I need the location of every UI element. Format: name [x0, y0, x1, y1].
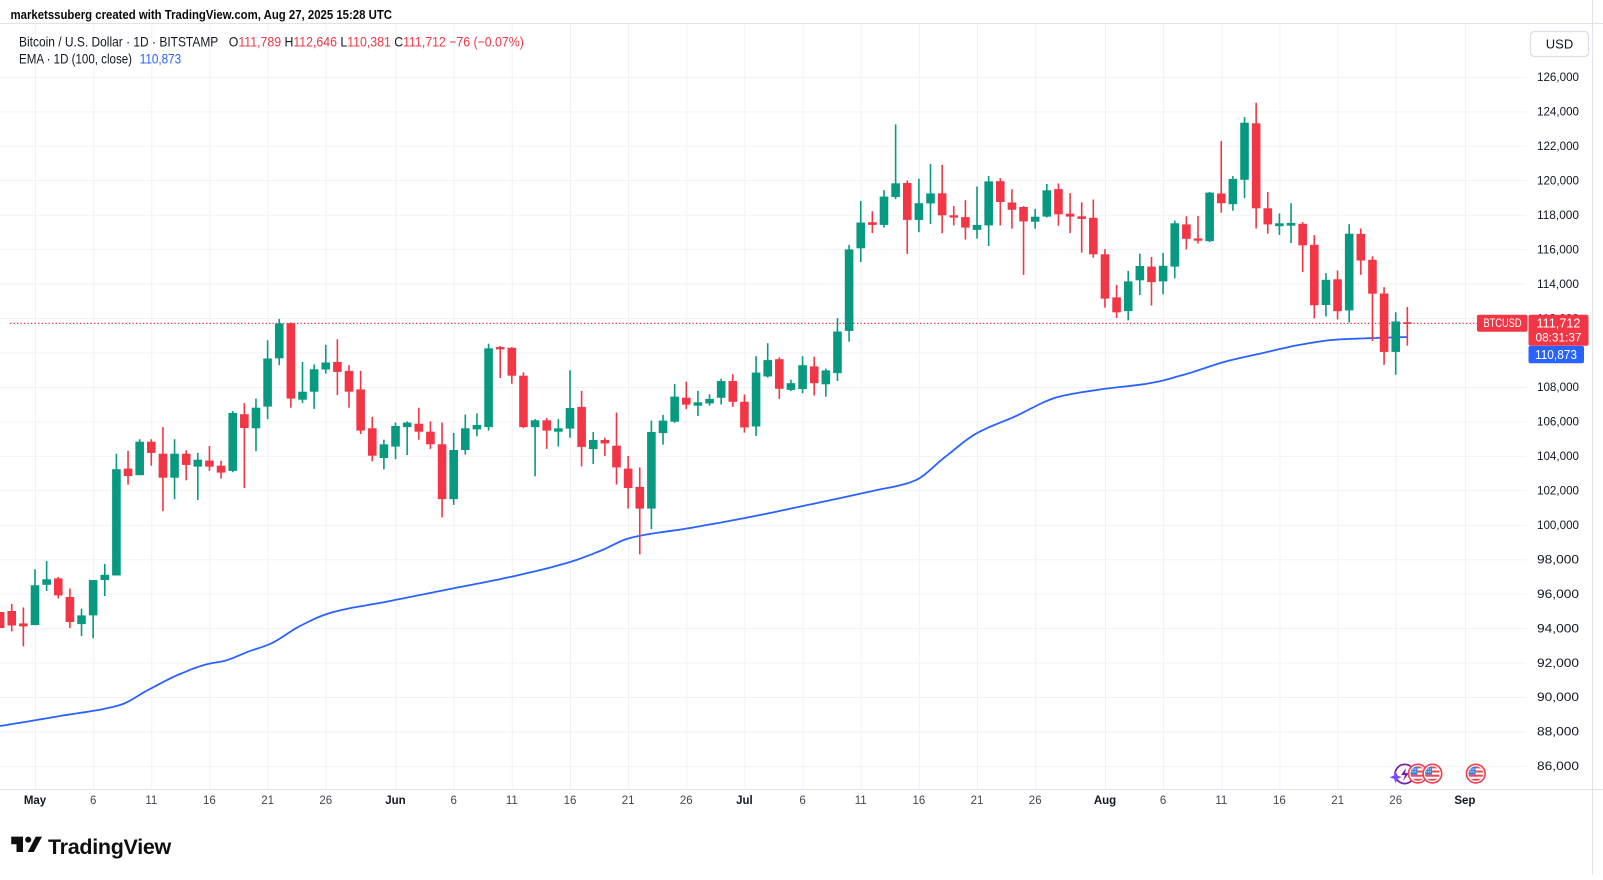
svg-text:124,000: 124,000	[1537, 105, 1579, 119]
svg-text:Jul: Jul	[736, 795, 753, 807]
svg-text:O111,789 H112,646 L110,381: O111,789 H112,646 L110,381 C111,712 −76 …	[229, 34, 524, 50]
svg-text:104,000: 104,000	[1537, 449, 1579, 463]
svg-text:106,000: 106,000	[1537, 415, 1579, 429]
svg-text:Bitcoin / U.S. Dollar · 1D · B: Bitcoin / U.S. Dollar · 1D · BITSTAMP	[19, 34, 218, 50]
svg-text:marketssuberg created with Tra: marketssuberg created with TradingView.c…	[11, 8, 393, 22]
svg-text:26: 26	[1389, 795, 1402, 807]
svg-text:102,000: 102,000	[1537, 484, 1579, 498]
svg-text:118,000: 118,000	[1537, 208, 1579, 222]
svg-text:110,873: 110,873	[1535, 348, 1577, 362]
svg-text:May: May	[24, 795, 47, 807]
svg-text:11: 11	[855, 795, 867, 807]
svg-text:88,000: 88,000	[1537, 725, 1579, 739]
svg-text:108,000: 108,000	[1537, 380, 1579, 394]
svg-text:21: 21	[971, 795, 984, 807]
svg-text:96,000: 96,000	[1537, 587, 1579, 601]
svg-text:26: 26	[319, 795, 332, 807]
svg-text:98,000: 98,000	[1537, 552, 1579, 566]
svg-text:126,000: 126,000	[1537, 70, 1579, 84]
svg-text:11: 11	[145, 795, 157, 807]
svg-text:21: 21	[261, 795, 274, 807]
svg-text:Sep: Sep	[1454, 795, 1475, 807]
svg-text:21: 21	[622, 795, 635, 807]
svg-text:USD: USD	[1546, 37, 1573, 52]
svg-text:TradingView: TradingView	[48, 835, 172, 859]
svg-text:86,000: 86,000	[1537, 759, 1579, 773]
svg-text:111,712: 111,712	[1537, 317, 1581, 331]
svg-text:122,000: 122,000	[1537, 139, 1579, 153]
svg-text:92,000: 92,000	[1537, 656, 1579, 670]
svg-text:16: 16	[203, 795, 216, 807]
svg-text:21: 21	[1331, 795, 1344, 807]
svg-text:100,000: 100,000	[1537, 518, 1579, 532]
svg-text:116,000: 116,000	[1537, 242, 1579, 256]
svg-text:BTCUSD: BTCUSD	[1484, 318, 1522, 330]
svg-text:94,000: 94,000	[1537, 621, 1579, 635]
svg-text:11: 11	[506, 795, 518, 807]
svg-text:6: 6	[90, 795, 96, 807]
svg-text:EMA · 1D (100, close): EMA · 1D (100, close)	[19, 50, 132, 66]
svg-text:Jun: Jun	[385, 795, 405, 807]
svg-text:16: 16	[1273, 795, 1286, 807]
svg-text:110,873: 110,873	[140, 50, 182, 66]
svg-text:Aug: Aug	[1094, 795, 1116, 807]
svg-text:6: 6	[450, 795, 456, 807]
svg-text:16: 16	[913, 795, 926, 807]
svg-text:114,000: 114,000	[1537, 277, 1579, 291]
svg-text:26: 26	[1029, 795, 1042, 807]
svg-text:26: 26	[680, 795, 693, 807]
svg-text:11: 11	[1215, 795, 1227, 807]
svg-text:6: 6	[1160, 795, 1166, 807]
svg-text:08:31:37: 08:31:37	[1536, 333, 1582, 345]
svg-text:6: 6	[799, 795, 805, 807]
svg-text:16: 16	[564, 795, 577, 807]
svg-text:90,000: 90,000	[1537, 690, 1579, 704]
svg-text:120,000: 120,000	[1537, 173, 1579, 187]
